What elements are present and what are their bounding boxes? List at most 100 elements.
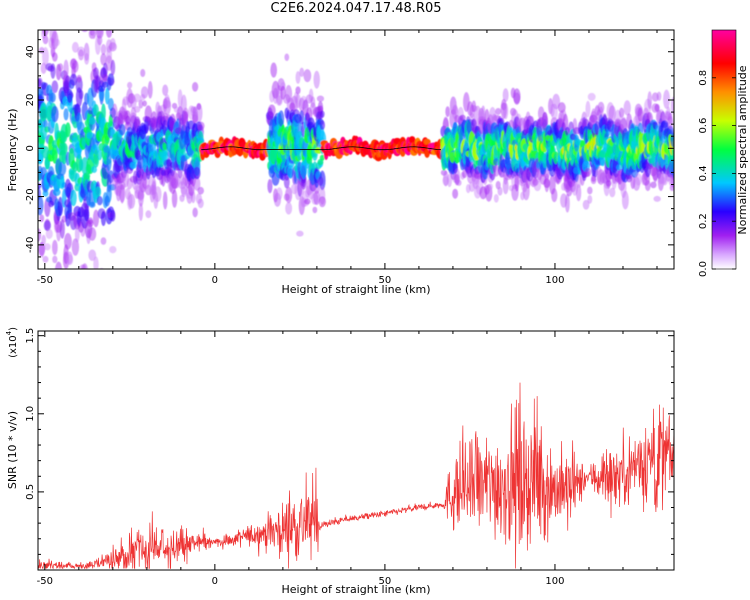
spectrogram-cell bbox=[38, 195, 44, 216]
spectrogram-cell bbox=[52, 255, 58, 264]
spectrogram-cell bbox=[81, 4, 88, 22]
spectrogram-cell bbox=[147, 81, 153, 99]
spectrogram-cell bbox=[270, 62, 278, 78]
spectrogram-cell bbox=[287, 168, 294, 179]
spectrogram-cell bbox=[304, 198, 311, 205]
spectrogram-x-ticks: -50 0 50 100 bbox=[37, 30, 658, 286]
spectrogram-cell bbox=[650, 181, 657, 189]
spectrogram-x-tick-label: 0 bbox=[212, 275, 218, 286]
colorbar-tick-label: 0.6 bbox=[698, 118, 709, 134]
spectrogram-cell bbox=[102, 74, 109, 82]
spectrogram-cell bbox=[647, 91, 652, 110]
spectrogram-cell bbox=[43, 119, 48, 128]
spectrogram-cell bbox=[447, 173, 453, 188]
spectrogram-cell bbox=[55, 261, 63, 269]
spectrogram-cell bbox=[318, 196, 326, 208]
spectrogram-cell bbox=[105, 30, 113, 38]
spectrogram-cell bbox=[162, 191, 168, 210]
spectrogram-cell bbox=[192, 81, 199, 92]
spectrogram-cell bbox=[110, 59, 116, 76]
spectrogram-x-tick-label: -50 bbox=[37, 275, 53, 286]
spectrogram-cell bbox=[552, 93, 561, 110]
spectrogram-cell bbox=[452, 188, 459, 199]
spectrogram-cell bbox=[164, 94, 170, 108]
spectrogram-cell bbox=[65, 122, 71, 138]
spectrogram-cell bbox=[138, 202, 144, 221]
spectrogram-cell bbox=[92, 144, 100, 155]
spectrogram-cell bbox=[61, 150, 67, 165]
spectrogram-cell bbox=[138, 99, 144, 109]
spectrogram-cell bbox=[96, 30, 103, 37]
spectrogram-centerline bbox=[201, 146, 442, 151]
spectrogram-cell bbox=[92, 209, 100, 228]
spectrogram-x-tick-label: 50 bbox=[379, 275, 392, 286]
spectrogram-cell bbox=[285, 186, 293, 204]
snr-plot-area bbox=[38, 331, 674, 570]
snr-x-tick-label: 100 bbox=[545, 576, 564, 587]
spectrogram-y-tick-label: 40 bbox=[25, 45, 36, 58]
spectrogram-cell bbox=[100, 211, 107, 227]
spectrogram-cell bbox=[493, 193, 499, 203]
snr-y-multiplier: (x104) bbox=[5, 327, 19, 358]
spectrogram-cell bbox=[127, 81, 133, 89]
spectrogram-cell bbox=[319, 154, 325, 161]
snr-series-line bbox=[38, 382, 674, 570]
spectrogram-cell bbox=[276, 187, 283, 200]
spectrogram-cell bbox=[91, 30, 97, 40]
spectrogram-cell bbox=[296, 230, 304, 237]
spectrogram-cell bbox=[91, 166, 97, 174]
spectrogram-cell bbox=[38, 228, 42, 242]
spectrogram-cell bbox=[50, 63, 56, 79]
svg-text:(x104): (x104) bbox=[5, 327, 19, 358]
spectrogram-cell bbox=[142, 100, 147, 107]
spectrogram-cell bbox=[499, 117, 505, 126]
spectrogram-y-tick-label: -40 bbox=[25, 237, 36, 253]
spectrogram-cell bbox=[107, 73, 115, 87]
spectrogram-cell bbox=[140, 69, 146, 78]
spectrogram-cell bbox=[621, 190, 629, 210]
spectrogram-y-tick-label: 0 bbox=[25, 145, 36, 151]
snr-multiplier-close: ) bbox=[8, 327, 19, 331]
spectrogram-cell bbox=[278, 110, 285, 127]
spectrogram-cell bbox=[140, 86, 149, 99]
spectrogram-cell bbox=[43, 220, 51, 232]
spectrogram-cell bbox=[585, 100, 591, 118]
spectrogram-cell bbox=[654, 103, 660, 112]
colorbar-tick-label: 0.4 bbox=[698, 165, 709, 181]
spectrogram-cell bbox=[107, 276, 115, 282]
spectrogram-cell bbox=[133, 93, 141, 103]
spectrogram-cell bbox=[313, 190, 321, 205]
spectrogram-cell bbox=[582, 199, 590, 210]
snr-multiplier-exp: 4 bbox=[5, 330, 13, 335]
spectrogram-cell bbox=[35, 13, 40, 27]
colorbar-tick-label: 0.8 bbox=[698, 70, 709, 86]
spectrogram-cell bbox=[153, 186, 162, 203]
spectrogram-cell bbox=[65, 278, 71, 295]
spectrogram-cell bbox=[50, 92, 56, 103]
spectrogram-cell bbox=[106, 151, 112, 172]
spectrogram-cell bbox=[63, 59, 69, 80]
spectrogram-cell bbox=[42, 30, 49, 37]
spectrogram-cell bbox=[299, 110, 305, 125]
spectrogram-cell bbox=[88, 249, 97, 261]
spectrogram-cell bbox=[94, 186, 102, 198]
spectrogram-cell bbox=[284, 53, 290, 62]
spectrogram-cell bbox=[40, 106, 48, 122]
spectrogram-cell bbox=[109, 245, 117, 254]
snr-multiplier-base: (x10 bbox=[8, 335, 19, 358]
spectrogram-cell bbox=[118, 123, 126, 136]
spectrogram-cell bbox=[63, 108, 69, 121]
spectrogram-cell bbox=[69, 73, 78, 86]
spectrogram-cell bbox=[104, 87, 110, 105]
spectrogram-cell bbox=[461, 169, 468, 179]
snr-x-tick-label: -50 bbox=[37, 576, 53, 587]
spectrogram-cell bbox=[656, 91, 662, 101]
spectrogram-y-axis-label: Frequency (Hz) bbox=[6, 109, 19, 192]
spectrogram-cell bbox=[319, 110, 325, 118]
spectrogram-cell bbox=[423, 138, 431, 145]
spectrogram-cell bbox=[41, 234, 46, 246]
spectrogram-cell bbox=[319, 120, 326, 131]
spectrogram-cell bbox=[78, 49, 84, 61]
spectrogram-cell bbox=[133, 105, 141, 113]
spectrogram-cell bbox=[191, 191, 196, 204]
